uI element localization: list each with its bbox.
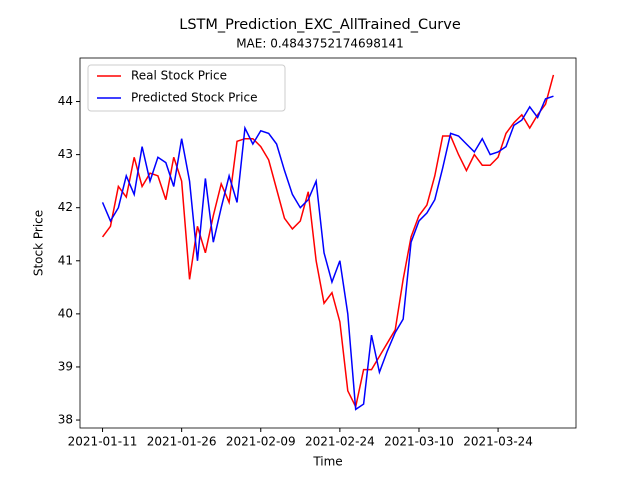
legend: Real Stock Price Predicted Stock Price bbox=[87, 64, 286, 112]
y-tick-label: 43 bbox=[58, 147, 73, 161]
chart-title: LSTM_Prediction_EXC_AllTrained_Curve bbox=[179, 17, 461, 33]
y-tick-label: 39 bbox=[58, 359, 73, 373]
y-tick-label: 42 bbox=[58, 200, 73, 214]
y-tick-label: 44 bbox=[58, 94, 73, 108]
x-tick-label: 2021-02-24 bbox=[305, 435, 375, 449]
legend-label: Real Stock Price bbox=[131, 69, 227, 83]
x-tick-label: 2021-03-10 bbox=[384, 435, 454, 449]
chart-subtitle: MAE: 0.4843752174698141 bbox=[236, 37, 404, 51]
x-axis-label: Time bbox=[312, 455, 342, 469]
y-tick-label: 38 bbox=[58, 413, 73, 427]
x-tick-label: 2021-03-24 bbox=[463, 435, 533, 449]
axes-frame bbox=[79, 57, 577, 429]
series-line bbox=[101, 74, 555, 410]
x-tick-label: 2021-01-11 bbox=[68, 435, 138, 449]
y-axis-label: Stock Price bbox=[32, 210, 46, 276]
series-line bbox=[101, 95, 554, 411]
y-tick-label: 40 bbox=[58, 306, 73, 320]
x-tick-label: 2021-01-26 bbox=[147, 435, 217, 449]
y-tick-label: 41 bbox=[58, 253, 73, 267]
x-tick-label: 2021-02-09 bbox=[226, 435, 296, 449]
legend-label: Predicted Stock Price bbox=[131, 91, 257, 105]
legend-frame bbox=[87, 64, 286, 112]
